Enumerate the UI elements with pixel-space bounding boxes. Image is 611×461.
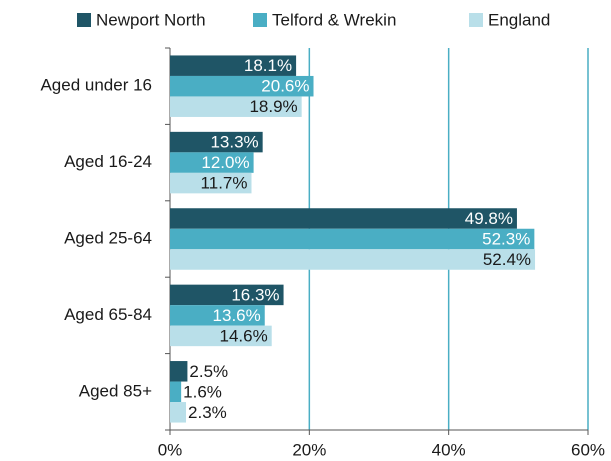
bar	[170, 402, 187, 423]
data-label: 2.3%	[188, 403, 227, 422]
y-tick-label: Aged 65-84	[64, 305, 152, 324]
bar	[170, 249, 536, 270]
data-label: 12.0%	[201, 153, 249, 172]
data-label: 11.7%	[201, 174, 248, 193]
bar	[170, 55, 297, 76]
y-tick-label: Aged 16-24	[64, 152, 152, 171]
data-label: 13.3%	[210, 133, 258, 152]
bar	[170, 75, 314, 97]
data-label: 49.8%	[465, 209, 513, 228]
data-label: 2.5%	[189, 362, 228, 381]
bar	[170, 361, 188, 382]
data-label: 16.3%	[231, 285, 279, 304]
legend-swatch	[77, 13, 91, 27]
bar	[170, 208, 517, 229]
y-tick-label: Aged 85+	[79, 381, 152, 400]
legend-label: Telford & Wrekin	[272, 10, 396, 29]
x-tick-label: 40%	[432, 440, 466, 459]
data-label: 20.6%	[261, 77, 309, 96]
legend-label: England	[488, 10, 550, 29]
bar	[170, 325, 272, 347]
data-label: 1.6%	[183, 382, 222, 401]
x-tick-label: 60%	[571, 440, 605, 459]
data-label: 18.9%	[249, 97, 297, 116]
bar	[170, 305, 265, 326]
bar	[170, 284, 284, 306]
bar	[170, 381, 182, 403]
bar	[170, 172, 252, 194]
data-label: 14.6%	[220, 326, 268, 345]
legend-swatch	[469, 13, 483, 27]
y-tick-label: Aged under 16	[40, 76, 152, 95]
bar	[170, 96, 302, 117]
x-tick-label: 20%	[292, 440, 326, 459]
bar	[170, 228, 535, 250]
data-label: 52.4%	[483, 250, 531, 269]
x-tick-label: 0%	[158, 440, 183, 459]
bar	[170, 152, 254, 173]
y-tick-label: Aged 25-64	[64, 228, 152, 247]
bar	[170, 131, 263, 153]
data-label: 13.6%	[213, 306, 261, 325]
data-label: 18.1%	[244, 56, 292, 75]
data-label: 52.3%	[482, 229, 530, 248]
legend-label: Newport North	[96, 10, 206, 29]
legend-swatch	[253, 13, 267, 27]
